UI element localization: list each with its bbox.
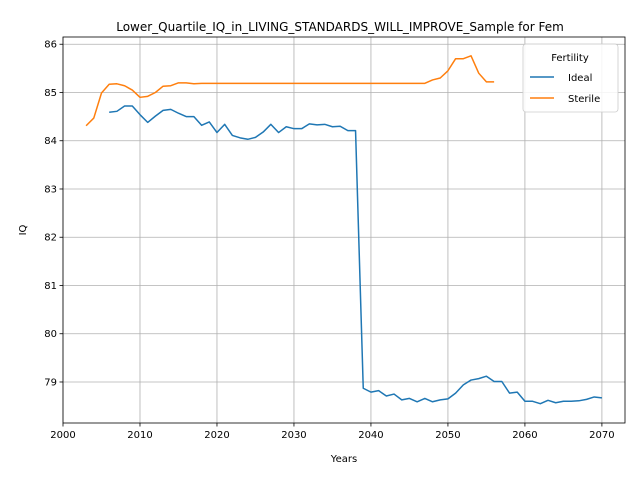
x-axis-label: Years	[330, 454, 357, 465]
x-tick-label: 2020	[204, 430, 229, 441]
chart-title: Lower_Quartile_IQ_in_LIVING_STANDARDS_WI…	[116, 20, 564, 34]
legend-label-sterile: Sterile	[568, 94, 600, 105]
x-tick-label: 2000	[50, 430, 75, 441]
x-tick-label: 2060	[512, 430, 537, 441]
y-axis-label: IQ	[18, 224, 29, 235]
x-tick-label: 2040	[358, 430, 383, 441]
y-tick-label: 80	[44, 329, 57, 340]
y-tick-label: 82	[44, 233, 57, 244]
x-tick-label: 2010	[127, 430, 152, 441]
legend-label-ideal: Ideal	[568, 73, 592, 84]
legend-title: Fertility	[551, 53, 589, 64]
legend: Fertility Ideal Sterile	[522, 43, 619, 113]
x-tick-label: 2070	[589, 430, 614, 441]
y-tick-label: 81	[44, 281, 57, 292]
x-tick-label: 2050	[435, 430, 460, 441]
series-lines	[85, 55, 602, 405]
y-tick-label: 79	[44, 377, 57, 388]
series-line-sterile	[85, 55, 495, 127]
axis-ticks: 2000 2010 2020 2030 2040 2050 2060 2070 79 80 81 82…	[44, 40, 614, 441]
plot-frame	[62, 36, 626, 424]
y-tick-label: 86	[44, 40, 57, 51]
series-line-ideal	[109, 105, 602, 405]
legend-box	[522, 43, 619, 113]
x-tick-label: 2030	[281, 430, 306, 441]
y-tick-label: 83	[44, 184, 57, 195]
y-tick-label: 85	[44, 88, 57, 99]
y-tick-label: 84	[44, 136, 57, 147]
